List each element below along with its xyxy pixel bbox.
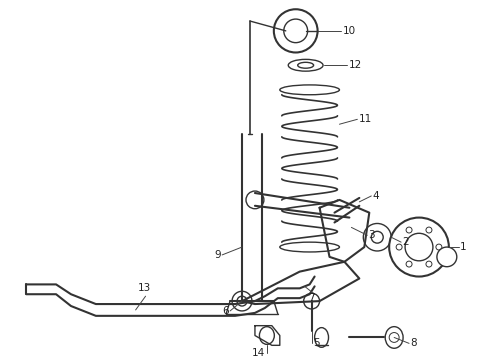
Circle shape (396, 244, 402, 250)
Text: 2: 2 (402, 237, 409, 247)
Circle shape (304, 293, 319, 309)
Ellipse shape (385, 327, 403, 348)
Circle shape (232, 291, 252, 311)
Circle shape (274, 9, 318, 53)
Text: 5: 5 (314, 338, 320, 348)
Circle shape (426, 261, 432, 267)
Text: 13: 13 (138, 283, 151, 293)
Ellipse shape (280, 242, 340, 252)
Circle shape (426, 227, 432, 233)
Circle shape (405, 233, 433, 261)
Text: 14: 14 (252, 348, 265, 358)
Circle shape (389, 333, 399, 342)
Ellipse shape (259, 327, 274, 345)
Text: 8: 8 (410, 338, 416, 348)
Circle shape (437, 247, 457, 267)
Ellipse shape (298, 62, 314, 68)
Text: 9: 9 (215, 250, 221, 260)
Circle shape (363, 224, 391, 251)
Text: 3: 3 (368, 230, 375, 240)
Circle shape (389, 217, 449, 276)
Ellipse shape (315, 328, 328, 347)
Ellipse shape (280, 85, 340, 95)
Circle shape (371, 231, 383, 243)
Text: 11: 11 (358, 114, 371, 124)
Circle shape (246, 191, 264, 209)
Circle shape (284, 19, 308, 43)
Circle shape (406, 227, 412, 233)
Text: 1: 1 (460, 242, 466, 252)
Text: 7: 7 (308, 293, 314, 303)
Circle shape (406, 261, 412, 267)
Text: 6: 6 (222, 306, 229, 316)
Text: 4: 4 (372, 191, 379, 201)
Circle shape (436, 244, 442, 250)
Circle shape (237, 296, 247, 306)
Text: 10: 10 (343, 26, 356, 36)
Ellipse shape (288, 59, 323, 71)
Text: 12: 12 (348, 60, 362, 70)
